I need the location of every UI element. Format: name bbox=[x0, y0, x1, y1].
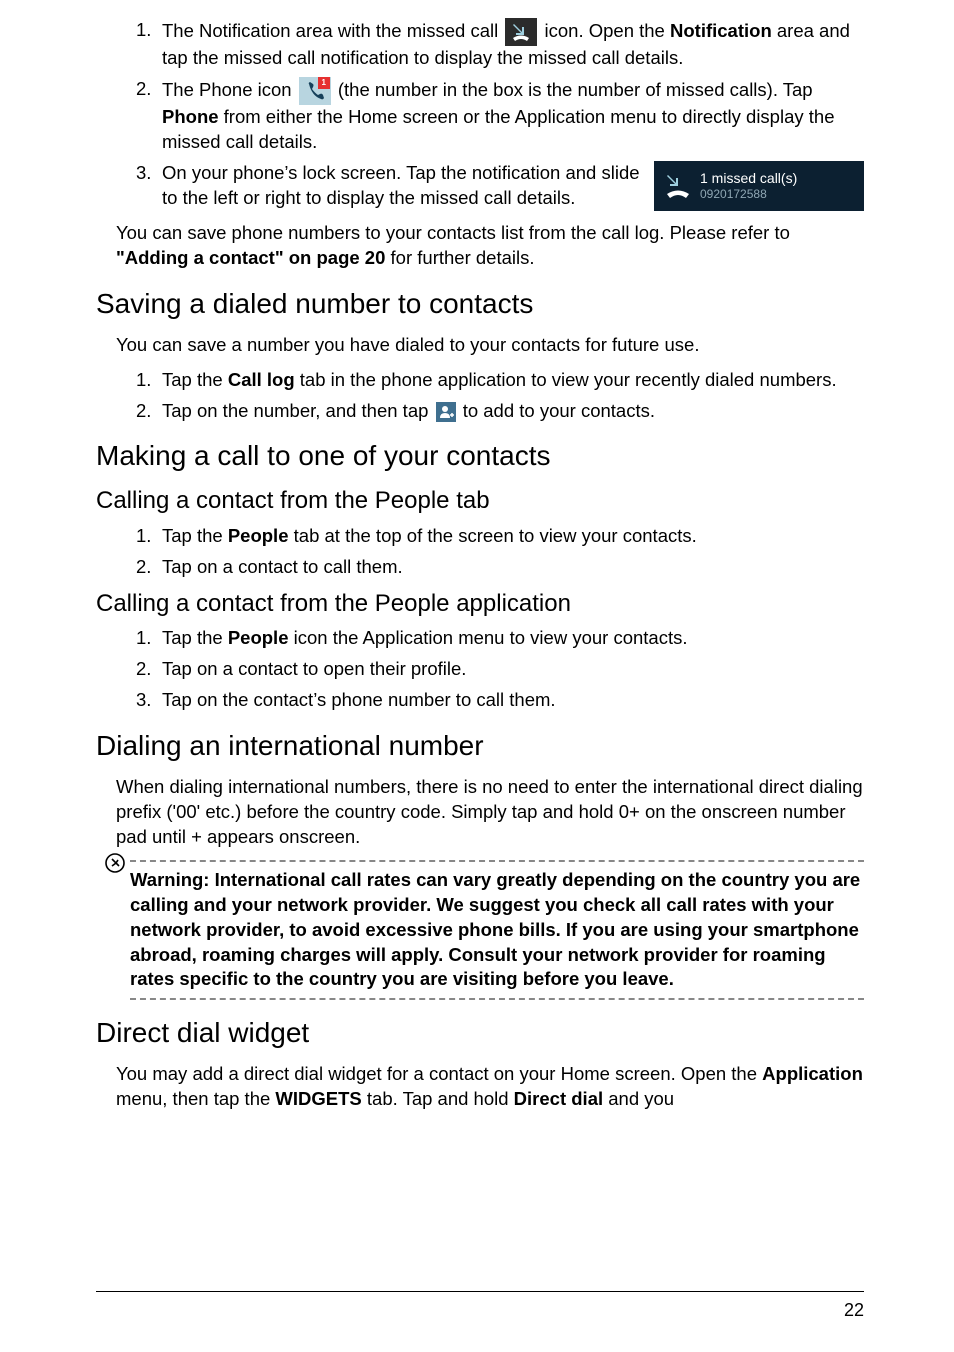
application-label: Application bbox=[762, 1063, 863, 1084]
missed-call-icon bbox=[664, 172, 692, 200]
heading-intl: Dialing an international number bbox=[96, 727, 864, 765]
list-item: The Phone icon 1 (the number in the box … bbox=[136, 77, 864, 155]
missed-call-list: The Notification area with the missed ca… bbox=[96, 18, 864, 211]
subheading-people-app: Calling a contact from the People applic… bbox=[96, 588, 864, 620]
missed-call-icon bbox=[505, 18, 537, 46]
text: You may add a direct dial widget for a c… bbox=[116, 1063, 762, 1084]
text: menu, then tap the bbox=[116, 1088, 275, 1109]
list-item: Tap on the contact’s phone number to cal… bbox=[136, 688, 864, 713]
list-item: Tap the People tab at the top of the scr… bbox=[136, 524, 864, 549]
divider bbox=[130, 860, 864, 862]
heading-saving: Saving a dialed number to contacts bbox=[96, 285, 864, 323]
text: (the number in the box is the number of … bbox=[338, 79, 813, 100]
text: to add to your contacts. bbox=[463, 400, 655, 421]
text: On your phone’s lock screen. Tap the not… bbox=[162, 162, 640, 208]
notification-label: Notification bbox=[670, 20, 772, 41]
people-label: People bbox=[228, 525, 289, 546]
text: for further details. bbox=[391, 247, 535, 268]
text: from either the Home screen or the Appli… bbox=[162, 106, 834, 152]
add-contact-icon bbox=[436, 402, 456, 422]
missed-call-count: 1 missed call(s) bbox=[700, 169, 797, 187]
page-number: 22 bbox=[96, 1298, 864, 1322]
paragraph: You can save phone numbers to your conta… bbox=[96, 221, 864, 271]
text: icon the Application menu to view your c… bbox=[294, 627, 688, 648]
paragraph: When dialing international numbers, ther… bbox=[96, 775, 864, 850]
list-item: Tap on a contact to open their profile. bbox=[136, 657, 864, 682]
text: and you bbox=[608, 1088, 674, 1109]
direct-dial-label: Direct dial bbox=[514, 1088, 603, 1109]
text: tab at the top of the screen to view you… bbox=[294, 525, 697, 546]
footer: 22 bbox=[96, 1291, 864, 1322]
list-item: Tap on a contact to call them. bbox=[136, 555, 864, 580]
saving-list: Tap the Call log tab in the phone applic… bbox=[96, 368, 864, 424]
people-label: People bbox=[228, 627, 289, 648]
list-item: The Notification area with the missed ca… bbox=[136, 18, 864, 71]
text: Tap the bbox=[162, 627, 228, 648]
text: The Phone icon bbox=[162, 79, 297, 100]
phone-badge-icon: 1 bbox=[299, 77, 331, 105]
people-tab-list: Tap the People tab at the top of the scr… bbox=[96, 524, 864, 580]
heading-direct-dial: Direct dial widget bbox=[96, 1014, 864, 1052]
footer-divider bbox=[96, 1291, 864, 1292]
divider bbox=[130, 998, 864, 1000]
people-app-list: Tap the People icon the Application menu… bbox=[96, 626, 864, 713]
list-item: Tap the People icon the Application menu… bbox=[136, 626, 864, 651]
widgets-label: WIDGETS bbox=[275, 1088, 361, 1109]
call-log-label: Call log bbox=[228, 369, 295, 390]
text: icon. Open the bbox=[545, 20, 670, 41]
text: tab in the phone application to view you… bbox=[300, 369, 837, 390]
missed-call-number: 0920172588 bbox=[700, 187, 797, 203]
page: The Notification area with the missed ca… bbox=[0, 0, 954, 1352]
list-item: Tap the Call log tab in the phone applic… bbox=[136, 368, 864, 393]
phone-label: Phone bbox=[162, 106, 219, 127]
subheading-people-tab: Calling a contact from the People tab bbox=[96, 485, 864, 517]
text: tab. Tap and hold bbox=[367, 1088, 514, 1109]
note-icon bbox=[104, 852, 126, 874]
list-item: Tap on the number, and then tap to add t… bbox=[136, 399, 864, 424]
paragraph: You can save a number you have dialed to… bbox=[96, 333, 864, 358]
text: Tap the bbox=[162, 369, 228, 390]
warning-box: Warning: International call rates can va… bbox=[104, 860, 864, 1001]
text: The Notification area with the missed ca… bbox=[162, 20, 503, 41]
list-item: 1 missed call(s) 0920172588 On your phon… bbox=[136, 161, 864, 211]
warning-text: Warning: International call rates can va… bbox=[130, 868, 864, 993]
cross-ref: "Adding a contact" on page 20 bbox=[116, 247, 385, 268]
heading-making-call: Making a call to one of your contacts bbox=[96, 437, 864, 475]
lock-text: 1 missed call(s) 0920172588 bbox=[700, 169, 797, 203]
text: You can save phone numbers to your conta… bbox=[116, 222, 790, 243]
lock-screen-preview: 1 missed call(s) 0920172588 bbox=[654, 161, 864, 211]
paragraph: You may add a direct dial widget for a c… bbox=[96, 1062, 864, 1112]
text: Tap on the number, and then tap bbox=[162, 400, 434, 421]
text: Tap the bbox=[162, 525, 228, 546]
